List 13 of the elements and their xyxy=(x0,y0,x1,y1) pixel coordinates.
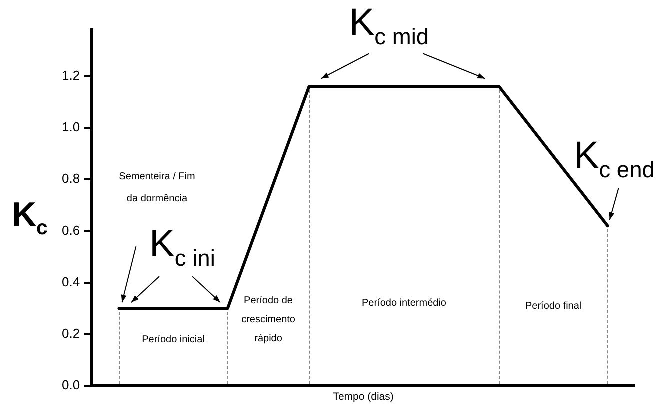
annotation: Período inicial xyxy=(142,334,205,346)
y-tick-label: 0.2 xyxy=(62,326,80,341)
annotation: Período de crescimento rápido xyxy=(242,296,296,345)
y-tick-label: 1.0 xyxy=(62,120,80,135)
y-tick-label: 0.4 xyxy=(62,274,80,290)
annotation: Período intermédio xyxy=(362,298,447,310)
y-tick-label: 0.6 xyxy=(62,222,80,238)
annotation: Período final xyxy=(525,300,582,312)
x-axis-title: Tempo (dias) xyxy=(333,391,394,404)
y-tick-label: 1.2 xyxy=(62,68,80,84)
y-tick-label: 0.8 xyxy=(62,171,80,186)
y-tick-label: 0.0 xyxy=(62,378,80,393)
annotation: Sementeira / Fim da dormência xyxy=(119,171,196,204)
